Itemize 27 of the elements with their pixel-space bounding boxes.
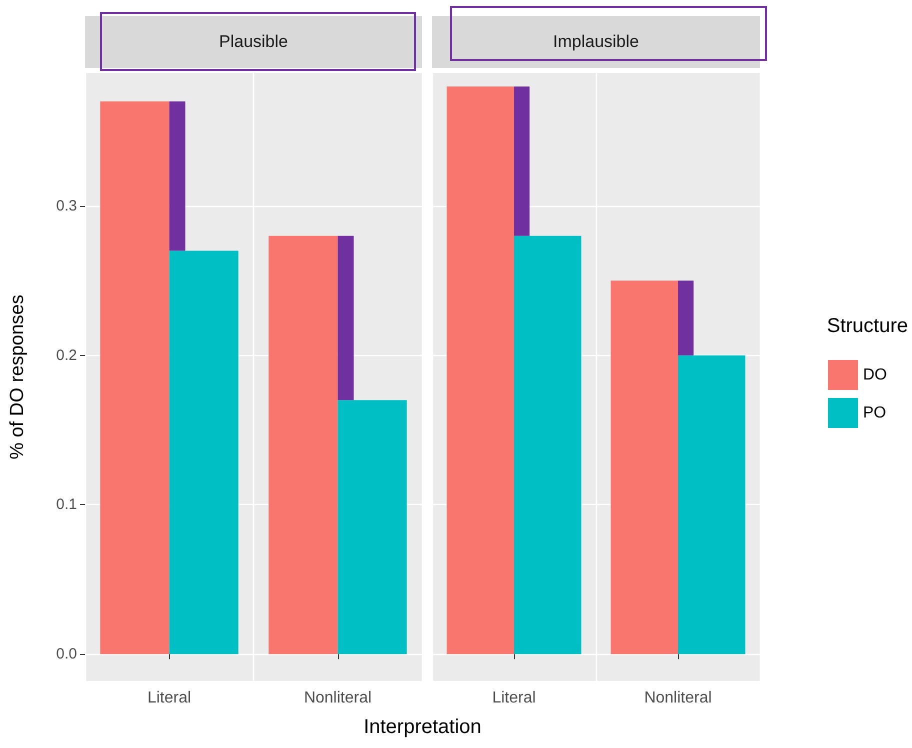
x-tick-label: Nonliteral	[644, 690, 712, 706]
chart-title: Implausible	[432, 16, 760, 68]
y-tick-label: 0.1	[56, 496, 77, 514]
x-axis-title: Interpretation	[362, 716, 482, 739]
x-tick-label: Nonliteral	[304, 690, 372, 706]
bar	[169, 101, 186, 251]
bar	[338, 400, 407, 654]
bar	[169, 250, 238, 654]
legend-label: PO	[863, 404, 886, 422]
y-tick-label: 0.2	[56, 346, 77, 364]
bar	[100, 101, 170, 654]
legend-title: Structure	[826, 315, 908, 337]
bar	[678, 355, 746, 654]
bar	[338, 236, 354, 400]
legend-label: DO	[863, 366, 887, 384]
x-tick-label: Literal	[147, 690, 192, 706]
y-tick-label: 0.3	[56, 197, 77, 214]
y-tick-label: 0.0	[56, 646, 77, 663]
bar	[446, 86, 514, 654]
bar	[514, 86, 530, 236]
chart-title: Plausible	[85, 16, 422, 68]
bar	[678, 280, 694, 356]
bar	[268, 236, 338, 654]
y-axis-title: % of DO responses	[7, 294, 28, 460]
bar	[514, 236, 582, 654]
bar	[610, 280, 678, 654]
x-tick-label: Literal	[492, 690, 536, 706]
